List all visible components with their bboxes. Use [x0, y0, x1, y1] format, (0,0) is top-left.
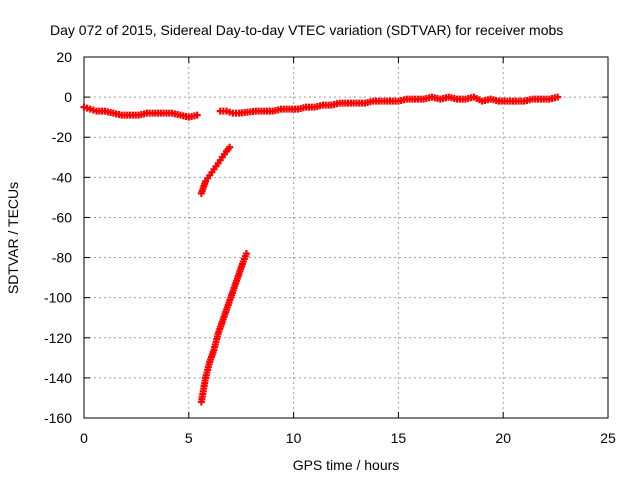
data-point	[242, 250, 250, 258]
ticks	[83, 56, 609, 419]
x-tick-label: 25	[600, 430, 616, 446]
grid	[84, 57, 608, 418]
x-tick-label: 15	[391, 430, 407, 446]
y-tick-label: -40	[52, 169, 72, 185]
plot-frame	[83, 56, 609, 419]
y-tick-label: 20	[56, 49, 72, 65]
x-tick-label: 0	[80, 430, 88, 446]
y-tick-label: 0	[64, 89, 72, 105]
y-tick-label: -60	[52, 209, 72, 225]
y-tick-label: -120	[44, 330, 72, 346]
x-tick-label: 20	[495, 430, 511, 446]
y-tick-label: -20	[52, 129, 72, 145]
data-point	[554, 93, 562, 101]
y-tick-label: -160	[44, 410, 72, 426]
tick-labels: 0 5 10 15 20 25 -160 -140 -120 -100 -80 -60 -40 -20 0 2…	[44, 49, 616, 446]
chart-title: Day 072 of 2015, Sidereal Day-to-day VTE…	[50, 22, 563, 38]
y-tick-label: -80	[52, 250, 72, 266]
y-axis-label: SDTVAR / TECUs	[5, 182, 21, 294]
data-points	[80, 93, 562, 406]
data-point	[193, 111, 201, 119]
y-tick-label: -100	[44, 290, 72, 306]
y-tick-label: -140	[44, 370, 72, 386]
x-axis-label: GPS time / hours	[293, 457, 400, 473]
data-point	[226, 143, 234, 151]
x-tick-label: 5	[185, 430, 193, 446]
x-tick-label: 10	[286, 430, 302, 446]
